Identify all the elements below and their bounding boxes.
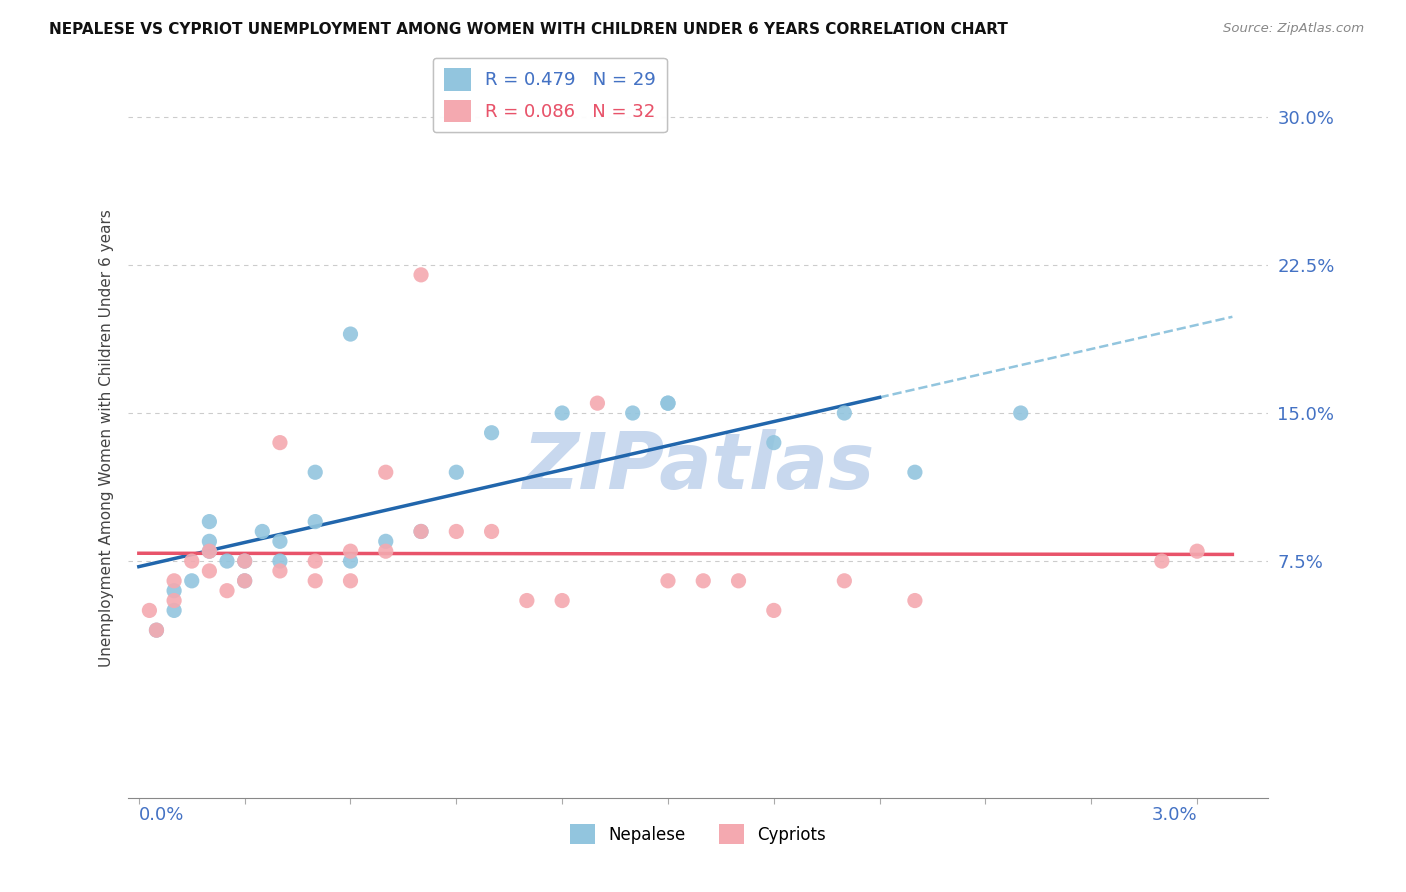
Point <box>586 396 609 410</box>
Point <box>145 623 167 637</box>
Point <box>657 396 679 410</box>
Point <box>692 574 714 588</box>
Point <box>374 544 396 558</box>
Point <box>339 574 361 588</box>
Point <box>180 574 202 588</box>
Point <box>163 603 186 617</box>
Point <box>252 524 274 539</box>
Point <box>446 524 468 539</box>
Point <box>198 564 221 578</box>
Point <box>657 574 679 588</box>
Point <box>198 544 221 558</box>
Y-axis label: Unemployment Among Women with Children Under 6 years: Unemployment Among Women with Children U… <box>100 209 114 666</box>
Point <box>180 554 202 568</box>
Point <box>304 554 326 568</box>
Point <box>163 583 186 598</box>
Text: Source: ZipAtlas.com: Source: ZipAtlas.com <box>1223 22 1364 36</box>
Point <box>1010 406 1032 420</box>
Point <box>409 268 432 282</box>
Point <box>269 534 291 549</box>
Point <box>481 425 503 440</box>
Point <box>339 544 361 558</box>
Point <box>233 554 256 568</box>
Point <box>481 524 503 539</box>
Point <box>834 406 856 420</box>
Point <box>269 435 291 450</box>
Point <box>339 554 361 568</box>
Point <box>304 574 326 588</box>
Point <box>446 465 468 479</box>
Point <box>1150 554 1173 568</box>
Point <box>233 554 256 568</box>
Point <box>198 544 221 558</box>
Point <box>374 465 396 479</box>
Text: ZIPatlas: ZIPatlas <box>522 428 875 505</box>
Point <box>551 593 574 607</box>
Point <box>198 534 221 549</box>
Text: 0.0%: 0.0% <box>139 805 184 824</box>
Text: NEPALESE VS CYPRIOT UNEMPLOYMENT AMONG WOMEN WITH CHILDREN UNDER 6 YEARS CORRELA: NEPALESE VS CYPRIOT UNEMPLOYMENT AMONG W… <box>49 22 1008 37</box>
Point <box>727 574 749 588</box>
Point <box>269 554 291 568</box>
Point <box>163 593 186 607</box>
Point <box>145 623 167 637</box>
Point <box>215 554 238 568</box>
Point <box>762 603 785 617</box>
Point <box>1185 544 1208 558</box>
Point <box>339 327 361 342</box>
Point <box>657 396 679 410</box>
Point <box>233 574 256 588</box>
Point <box>374 534 396 549</box>
Point <box>904 593 927 607</box>
Point <box>138 603 160 617</box>
Point <box>516 593 538 607</box>
Point <box>762 435 785 450</box>
Point <box>621 406 644 420</box>
Point <box>304 515 326 529</box>
Point <box>163 574 186 588</box>
Point <box>904 465 927 479</box>
Point <box>834 574 856 588</box>
Point <box>551 406 574 420</box>
Point <box>233 574 256 588</box>
Point <box>409 524 432 539</box>
Point <box>304 465 326 479</box>
Legend: R = 0.479   N = 29, R = 0.086   N = 32: R = 0.479 N = 29, R = 0.086 N = 32 <box>433 58 666 132</box>
Point <box>409 524 432 539</box>
Point <box>198 515 221 529</box>
Point <box>269 564 291 578</box>
Point <box>215 583 238 598</box>
Text: 3.0%: 3.0% <box>1152 805 1197 824</box>
